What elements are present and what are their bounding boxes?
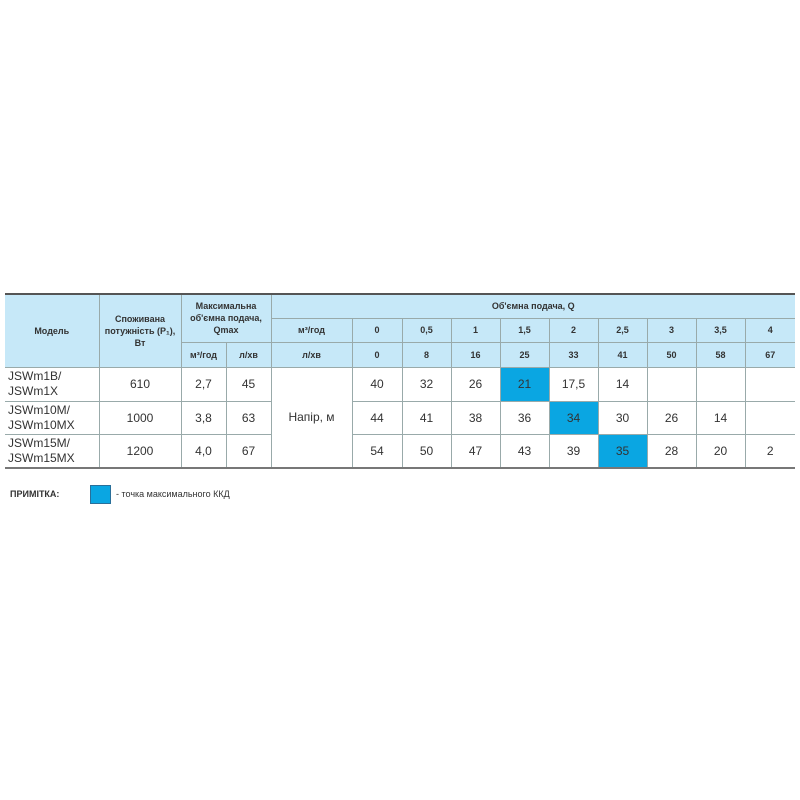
power-cell: 1000 bbox=[98, 400, 182, 435]
header-flow-lmin: 50 bbox=[646, 341, 697, 368]
header-flow-lmin: 8 bbox=[401, 341, 452, 368]
header-flow-m3: 1,5 bbox=[499, 317, 550, 343]
head-value-cell bbox=[744, 366, 796, 402]
header-flow-m3: 0 bbox=[351, 317, 403, 343]
qmax-lmin-cell: 63 bbox=[225, 400, 272, 435]
head-value-cell: 26 bbox=[646, 400, 697, 435]
head-value-cell: 2 bbox=[744, 433, 796, 469]
header-flow-lmin: 58 bbox=[695, 341, 746, 368]
head-value-cell: 39 bbox=[548, 433, 599, 469]
qmax-m3-cell: 2,7 bbox=[180, 366, 227, 402]
qmax-m3-cell: 4,0 bbox=[180, 433, 227, 469]
header-power: Споживана потужність (P₁), Вт bbox=[98, 293, 182, 368]
head-label-cell: Напір, м bbox=[270, 366, 353, 469]
header-model: Модель bbox=[5, 293, 100, 368]
head-value-cell: 30 bbox=[597, 400, 648, 435]
head-value-cell bbox=[695, 366, 746, 402]
header-flow-lmin: 0 bbox=[351, 341, 403, 368]
table-row: JSWm10M/ JSWm10MX 1000 3,8 63 44 41 38 36 34 30 26… bbox=[5, 400, 796, 435]
legend-note: ПРИМІТКА: - точка максимального ККД bbox=[10, 484, 230, 504]
qmax-m3-cell: 3,8 bbox=[180, 400, 227, 435]
table-row: JSWm15M/ JSWm15MX 1200 4,0 67 54 50 47 43 39 35 28… bbox=[5, 433, 796, 469]
note-label: ПРИМІТКА: bbox=[10, 489, 60, 499]
qmax-lmin-cell: 45 bbox=[225, 366, 272, 402]
head-value-cell: 50 bbox=[401, 433, 452, 469]
head-value-cell bbox=[744, 400, 796, 435]
head-value-cell: 54 bbox=[351, 433, 403, 469]
header-unit-m3: м³/год bbox=[271, 317, 353, 343]
model-cell: JSWm1B/ JSWm1X bbox=[5, 366, 100, 402]
header-qmax-lmin: л/хв bbox=[225, 341, 272, 368]
head-value-cell: 43 bbox=[499, 433, 550, 469]
head-value-cell: 40 bbox=[351, 366, 403, 402]
head-value-cell bbox=[646, 366, 697, 402]
header-flow-lmin: 33 bbox=[548, 341, 599, 368]
max-efficiency-cell: 34 bbox=[548, 400, 599, 435]
header-flow-lmin: 41 bbox=[597, 341, 648, 368]
header-flow-lmin: 67 bbox=[744, 341, 796, 368]
head-value-cell: 38 bbox=[450, 400, 501, 435]
head-value-cell: 14 bbox=[695, 400, 746, 435]
power-cell: 610 bbox=[98, 366, 182, 402]
power-cell: 1200 bbox=[98, 433, 182, 469]
max-efficiency-cell: 21 bbox=[499, 366, 550, 402]
header-flow-m3: 4 bbox=[744, 317, 796, 343]
header-flow-lmin: 25 bbox=[499, 341, 550, 368]
head-value-cell: 41 bbox=[401, 400, 452, 435]
qmax-lmin-cell: 67 bbox=[225, 433, 272, 469]
head-value-cell: 17,5 bbox=[548, 366, 599, 402]
pump-performance-table: Модель Споживана потужність (P₁), Вт Мак… bbox=[5, 293, 796, 469]
head-value-cell: 32 bbox=[401, 366, 452, 402]
note-text: - точка максимального ККД bbox=[116, 489, 230, 499]
header-unit-lmin: л/хв bbox=[270, 341, 353, 368]
max-efficiency-cell: 35 bbox=[597, 433, 648, 469]
head-value-cell: 26 bbox=[450, 366, 501, 402]
head-value-cell: 28 bbox=[646, 433, 697, 469]
head-value-cell: 44 bbox=[351, 400, 403, 435]
model-cell: JSWm15M/ JSWm15MX bbox=[5, 433, 100, 469]
header-qmax: Максимальна об'ємна подача, Qmax bbox=[180, 293, 272, 343]
header-qmax-m3: м³/год bbox=[181, 341, 227, 368]
header-flow-m3: 3,5 bbox=[695, 317, 746, 343]
head-value-cell: 20 bbox=[695, 433, 746, 469]
header-flow-m3: 3 bbox=[646, 317, 697, 343]
max-efficiency-swatch bbox=[90, 484, 111, 504]
header-flow-m3: 0,5 bbox=[401, 317, 452, 343]
head-value-cell: 14 bbox=[597, 366, 648, 402]
header-flow-m3: 2,5 bbox=[597, 317, 648, 343]
header-flow-lmin: 16 bbox=[450, 341, 501, 368]
header-flow-m3: 2 bbox=[548, 317, 599, 343]
head-value-cell: 36 bbox=[499, 400, 550, 435]
model-cell: JSWm10M/ JSWm10MX bbox=[5, 400, 100, 435]
header-flow: Об'ємна подача, Q bbox=[270, 293, 796, 319]
head-value-cell: 47 bbox=[450, 433, 501, 469]
header-flow-m3: 1 bbox=[450, 317, 501, 343]
table-row: JSWm1B/ JSWm1X 610 2,7 45 Напір, м 40 32 26 21 17… bbox=[5, 366, 796, 469]
